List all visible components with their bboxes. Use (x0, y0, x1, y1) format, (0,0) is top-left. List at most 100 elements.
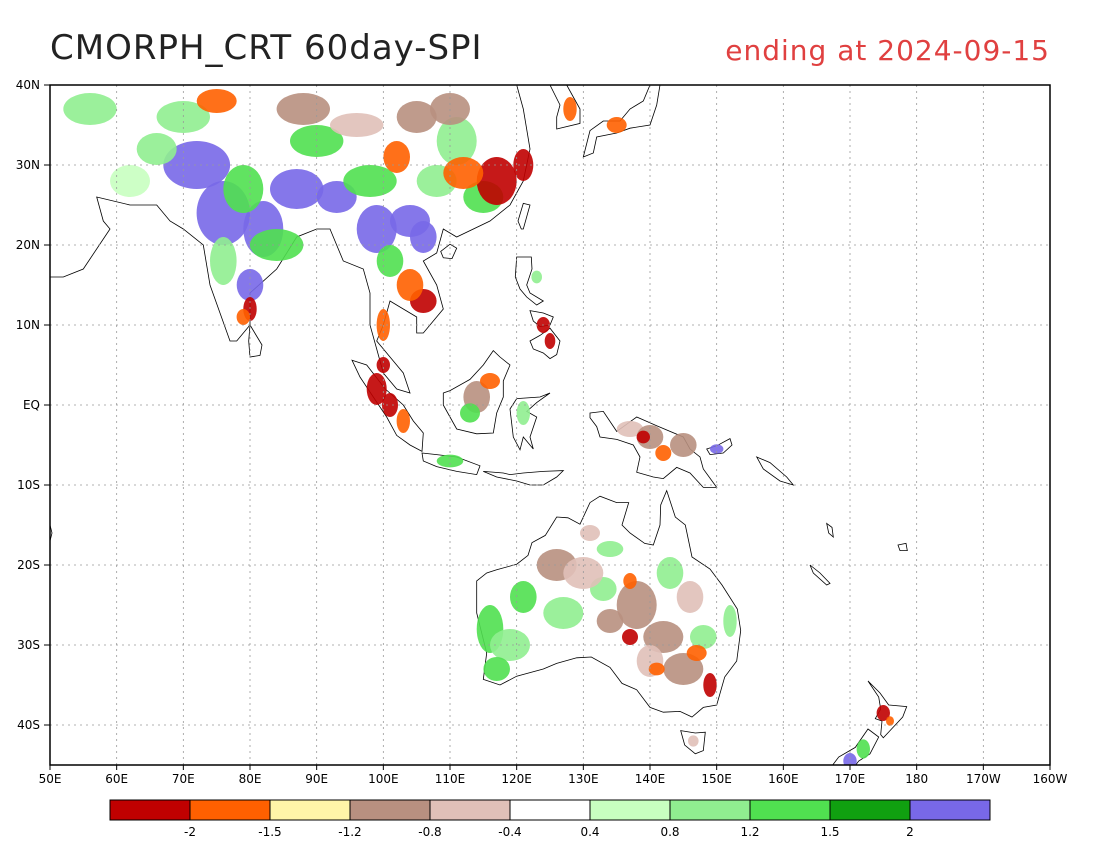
spi-anomaly-patch (210, 237, 237, 285)
spi-anomaly-patch (410, 221, 437, 253)
spi-anomaly-patch (460, 403, 480, 423)
spi-anomaly-patch (250, 229, 304, 261)
land-nz-south (832, 728, 880, 765)
longitude-label: 160E (768, 772, 799, 786)
land-vanuatu (826, 522, 834, 538)
spi-anomaly-patch (110, 165, 150, 197)
spi-anomaly-patch (648, 662, 665, 676)
spi-anomaly-patch (396, 269, 424, 301)
spi-anomaly-patch (436, 117, 477, 165)
spi-anomaly-patch (516, 401, 530, 425)
spi-anomaly-patch (656, 557, 684, 589)
colorbar-swatch (749, 799, 831, 821)
latitude-label: 30S (17, 638, 40, 652)
latitude-label: 30N (16, 158, 40, 172)
spi-anomaly-patch (476, 157, 517, 205)
longitude-label: 70E (172, 772, 195, 786)
spi-anomaly-patch (723, 605, 737, 637)
longitude-label: 110E (435, 772, 466, 786)
spi-anomaly-patch (63, 93, 117, 125)
land-sri-lanka (248, 323, 263, 358)
graticule (50, 85, 1050, 765)
spi-anomaly-patch (490, 629, 530, 661)
land-hainan (440, 243, 458, 260)
longitude-label: 50E (39, 772, 62, 786)
spi-anomaly-patch (136, 133, 177, 165)
colorbar-label: -1.5 (258, 825, 281, 839)
longitude-label: 120E (501, 772, 532, 786)
longitude-label: 130E (568, 772, 599, 786)
spi-anomaly-patch (596, 541, 624, 557)
spi-anomaly-patch (623, 573, 637, 589)
spi-anomaly-patch (703, 673, 717, 697)
colorbar-label: 1.5 (820, 825, 839, 839)
spi-anomaly-patch (563, 97, 577, 121)
spi-anomaly-patch (670, 433, 697, 457)
spi-anomaly-patch (436, 454, 464, 468)
spi-anomaly-patch (643, 621, 684, 653)
latitude-label: 10N (16, 318, 40, 332)
land-philippines-luzon (514, 256, 545, 306)
colorbar-label: -2 (184, 825, 196, 839)
spi-anomaly-patch (223, 165, 264, 213)
longitude-label: 170E (835, 772, 866, 786)
spi-anomaly-patch (843, 753, 857, 765)
land-lesser-sundas (483, 470, 565, 486)
spi-anomaly-patch (616, 421, 644, 437)
spi-anomaly-patch (513, 149, 534, 181)
spi-anomaly-patch (163, 141, 231, 189)
spi-anomaly-patch (510, 581, 537, 613)
latitude-label: 10S (17, 478, 40, 492)
spi-anomaly-patch (480, 373, 500, 389)
land-new-caledonia (809, 564, 831, 586)
colorbar-label: 0.4 (580, 825, 599, 839)
spi-anomaly-patch (531, 270, 542, 284)
colorbar-label: -0.8 (418, 825, 441, 839)
colorbar-label: 0.8 (660, 825, 679, 839)
colorbar-label: -1.2 (338, 825, 361, 839)
spi-anomaly-patch (276, 93, 330, 125)
colorbar-swatch (109, 799, 191, 821)
colorbar-swatch (189, 799, 271, 821)
colorbar-swatch (429, 799, 511, 821)
spi-anomaly-patch (543, 597, 584, 629)
map-title: CMORPH_CRT 60day-SPI (50, 28, 483, 68)
longitude-label: 140E (635, 772, 666, 786)
map-date-subtitle: ending at 2024-09-15 (725, 34, 1050, 67)
spi-anomaly-patch (596, 609, 624, 633)
colorbar-legend: -2 -1.5 -1.2 -0.8 -0.4 0.4 0.8 1.2 1.5 2 (109, 799, 991, 839)
latitude-label: 40S (17, 718, 40, 732)
longitude-label: 150E (701, 772, 732, 786)
spi-anomaly-patch (580, 525, 600, 541)
latitude-label: 20S (17, 558, 40, 572)
longitude-label: 80E (239, 772, 262, 786)
spi-anomaly-patch (876, 705, 890, 721)
spi-anomaly-patch (236, 309, 250, 325)
colorbar-swatch (349, 799, 431, 821)
longitude-label: 170W (966, 772, 1001, 786)
land-taiwan (517, 202, 531, 230)
latitude-label: EQ (23, 398, 40, 412)
spi-anomaly-patch (483, 657, 511, 681)
spi-anomaly-patch (676, 581, 704, 613)
land-solomons (755, 456, 795, 486)
longitude-label: 90E (305, 772, 328, 786)
latitude-labels: 40N 30N 20N 10N EQ 10S 20S 30S 40S (16, 78, 50, 732)
spi-anomaly-patch (622, 629, 638, 645)
spi-anomaly-patch (856, 739, 870, 759)
longitude-label: 60E (105, 772, 128, 786)
spi-anomaly-patch (366, 373, 387, 405)
spi-anomaly-patch (383, 141, 411, 173)
spi-anomaly-patch (376, 245, 404, 277)
spi-anomaly-patch (690, 625, 717, 649)
spi-anomaly-patch (396, 409, 410, 433)
spi-anomaly-patch (688, 735, 699, 747)
spi-anomaly-patch (270, 169, 324, 209)
spi-anomaly-patch (886, 716, 894, 726)
colorbar-swatch (829, 799, 911, 821)
spi-anomaly-patch (343, 165, 397, 197)
colorbar-swatch (589, 799, 671, 821)
spi-anomaly-patch (376, 357, 390, 373)
spi-anomaly-patch (606, 117, 627, 133)
